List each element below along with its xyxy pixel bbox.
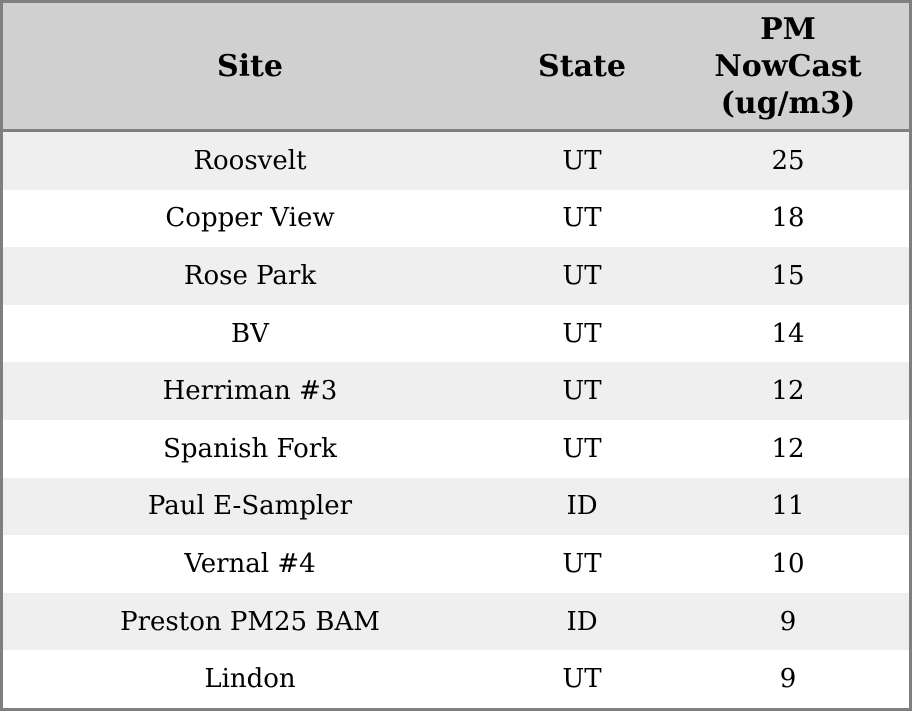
state-cell: UT (562, 376, 602, 407)
state-cell: UT (562, 433, 602, 464)
site-cell: Preston PM25 BAM (120, 606, 380, 637)
table-row: Spanish Fork UT 12 (3, 419, 909, 478)
column-header-state: State (497, 3, 667, 132)
site-cell: Paul E-Sampler (147, 491, 353, 522)
column-header-site: Site (3, 3, 497, 132)
site-cell: Copper View (165, 203, 335, 234)
pm-cell: 18 (771, 203, 805, 234)
site-cell: Roosvelt (193, 145, 307, 176)
table-row: Vernal #4 UT 10 (3, 535, 909, 593)
state-cell: UT (562, 318, 602, 349)
state-cell: UT (562, 664, 602, 695)
pm-cell: 10 (771, 548, 805, 579)
table-row: Paul E-Sampler ID 11 (3, 477, 909, 536)
site-cell: Spanish Fork (163, 433, 337, 464)
pm-cell: 14 (771, 318, 805, 349)
state-cell: UT (562, 145, 602, 176)
table-row: Roosvelt UT 25 (3, 130, 909, 190)
table-header: Site State PM NowCast (ug/m3) (3, 3, 909, 132)
pm-cell: 25 (771, 145, 805, 176)
table-row: Preston PM25 BAM ID 9 (3, 592, 909, 651)
pm-cell: 11 (771, 491, 805, 522)
site-cell: Lindon (204, 664, 296, 695)
pm-cell: 15 (771, 261, 805, 291)
state-cell: UT (562, 203, 602, 234)
pm-cell: 12 (771, 376, 805, 407)
state-cell: UT (562, 548, 602, 579)
site-cell: Vernal #4 (184, 548, 316, 579)
pm-cell: 9 (779, 664, 797, 695)
pm-cell: 12 (771, 433, 805, 464)
state-cell: ID (566, 491, 598, 522)
column-header-pm-nowcast: PM NowCast (ug/m3) (667, 3, 909, 132)
header-row: Site State PM NowCast (ug/m3) (3, 3, 909, 132)
table-body: Roosvelt UT 25 Copper View UT 18 Rose Pa… (3, 130, 909, 708)
state-cell: ID (566, 606, 598, 637)
site-cell: Herriman #3 (162, 376, 338, 407)
table-row: BV UT 14 (3, 304, 909, 363)
table-row: Lindon UT 9 (3, 650, 909, 708)
site-cell: Rose Park (183, 261, 317, 291)
table-row: Rose Park UT 15 (3, 247, 909, 305)
site-cell: BV (231, 318, 269, 349)
state-cell: UT (562, 261, 602, 291)
table-row: Herriman #3 UT 12 (3, 362, 909, 420)
sites-table: Site State PM NowCast (ug/m3) Roosvelt U… (3, 3, 909, 708)
pm-cell: 9 (779, 606, 797, 637)
table-row: Copper View UT 18 (3, 189, 909, 248)
